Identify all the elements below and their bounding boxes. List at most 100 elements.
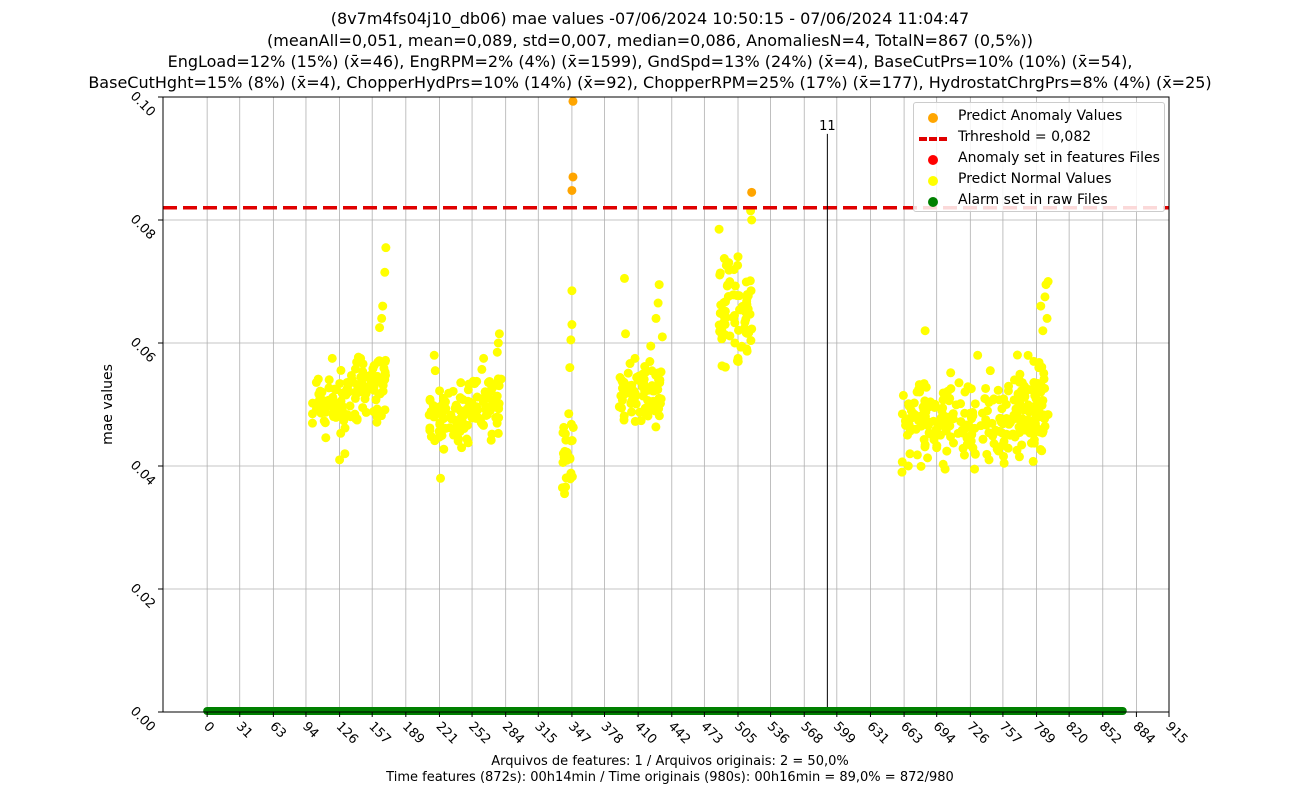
normal-point [920,396,930,406]
normal-point [1028,456,1038,466]
normal-point [923,421,933,431]
normal-point [560,489,570,499]
normal-point [424,410,434,420]
normal-point [1012,350,1022,360]
normal-point [472,402,482,412]
normal-point [472,376,482,386]
normal-point [319,416,329,426]
normal-point [923,453,933,463]
legend-marker-red [928,155,938,165]
normal-point [430,436,440,446]
normal-point [627,407,637,417]
normal-point [486,435,496,445]
normal-point [978,434,988,444]
normal-point [567,436,577,446]
normal-point [1017,378,1027,388]
normal-point [720,362,730,372]
normal-point [342,410,352,420]
normal-point [931,425,941,435]
normal-point [981,383,991,393]
normal-point [435,386,445,396]
normal-point [1043,410,1053,420]
normal-point [439,444,449,454]
normal-point [1004,381,1014,391]
normal-point [721,260,731,270]
x-tick-label: 315 [531,719,559,747]
normal-point [648,404,658,414]
y-axis-label: mae values [100,364,116,445]
normal-point [627,380,637,390]
normal-point [350,393,360,403]
x-tick-label: 631 [864,719,892,747]
normal-point [984,397,994,407]
normal-point [989,439,999,449]
normal-point [919,435,929,445]
normal-point [898,390,908,400]
y-tick-label: 0.06 [127,335,158,366]
normal-point [327,353,337,363]
normal-point [746,336,756,346]
x-tick-label: 789 [1030,719,1058,747]
normal-point [720,297,730,307]
normal-point [335,408,345,418]
normal-point [951,400,961,410]
chart-title-line-3: EngLoad=12% (15%) (x̄=46), EngRPM=2% (4%… [167,52,1133,71]
x-tick-label: 473 [698,719,726,747]
x-tick-label: 63 [267,719,289,741]
normal-point [715,268,725,278]
x-tick-label: 410 [631,719,659,747]
normal-point [638,382,648,392]
normal-points [307,206,1053,499]
marker-label: 11 [819,119,836,134]
normal-point [461,407,471,417]
normal-point [919,405,929,415]
normal-point [381,243,391,253]
normal-point [425,425,435,435]
legend: Predict Anomaly Values Trhreshold = 0,08… [913,102,1165,212]
normal-point [904,401,914,411]
normal-point [745,309,755,319]
normal-point [375,323,385,333]
chart-title-line-4: BaseCutHght=15% (8%) (x̄=4), ChopperHydP… [88,73,1212,92]
normal-point [903,461,913,471]
anomaly-point [747,187,757,197]
normal-point [916,421,926,431]
normal-point [999,451,1009,461]
normal-point [477,364,487,374]
normal-point [996,416,1006,426]
normal-point [651,422,661,432]
normal-point [730,338,740,348]
normal-point [1003,443,1013,453]
normal-point [566,335,576,345]
normal-point [714,224,724,234]
normal-point [564,409,574,419]
normal-point [335,455,345,465]
legend-label: Alarm set in raw Files [958,192,1108,208]
legend-item-alarm-raw: Alarm set in raw Files [914,189,1164,210]
normal-point [651,313,661,323]
normal-point [993,385,1003,395]
normal-point [924,428,934,438]
normal-point [638,391,648,401]
normal-point [719,317,729,327]
y-tick-label: 0.10 [127,89,158,120]
normal-point [964,431,974,441]
normal-point [336,365,346,375]
x-tick-label: 284 [499,719,527,747]
normal-point [493,338,503,348]
normal-point [654,280,664,290]
x-tick-label: 189 [399,719,427,747]
normal-point [1034,387,1044,397]
normal-point [932,443,942,453]
normal-point [435,420,445,430]
normal-point [941,418,951,428]
footer-line-2: Time features (872s): 00h14min / Time or… [386,770,954,785]
normal-point [340,423,350,433]
normal-point [912,387,922,397]
overlay: 11 [163,96,1169,715]
normal-point [372,412,382,422]
normal-point [1035,444,1045,454]
normal-point [356,353,366,363]
normal-point [380,357,390,367]
normal-point [561,473,571,483]
